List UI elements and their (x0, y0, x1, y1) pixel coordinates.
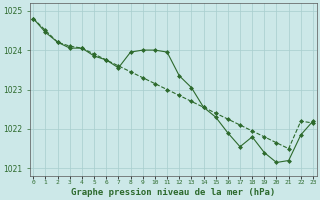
X-axis label: Graphe pression niveau de la mer (hPa): Graphe pression niveau de la mer (hPa) (71, 188, 275, 197)
